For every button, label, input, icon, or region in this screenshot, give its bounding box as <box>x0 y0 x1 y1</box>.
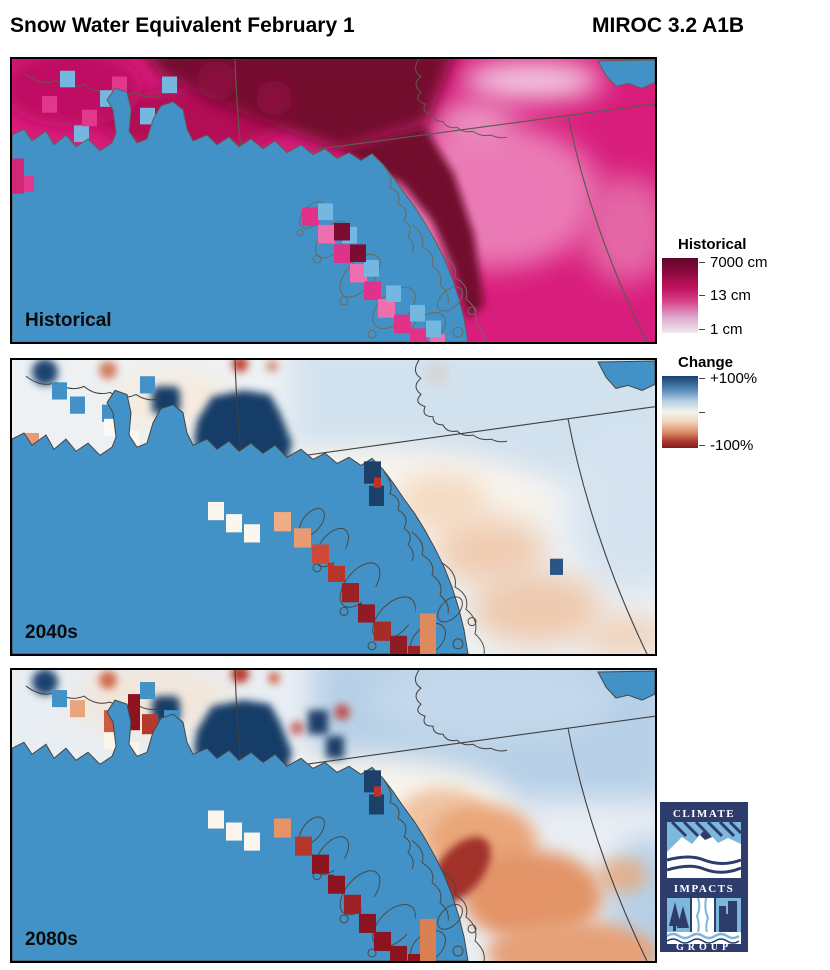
logo-mountains <box>667 829 741 852</box>
logo-sky-hatching <box>670 820 743 838</box>
panel-label-2040s: 2040s <box>25 622 78 643</box>
tick-mark <box>699 378 705 379</box>
legend-tick-max: 7000 cm <box>710 254 768 271</box>
logo-field-furrows <box>666 855 742 874</box>
legend-change: Change +100% -100% <box>658 354 830 454</box>
map-panel-historical: Historical <box>10 57 657 344</box>
legend-change-min: -100% <box>710 437 754 454</box>
logo-mountain-shadow <box>700 829 712 840</box>
tick-mark <box>699 262 705 263</box>
map-2040s <box>12 360 655 654</box>
logo-waves <box>666 932 740 944</box>
change2040-panhandle-cells <box>208 461 563 654</box>
legend-change-colorbar <box>662 376 698 448</box>
legend-historical: Historical 7000 cm 13 cm 1 cm <box>658 236 830 338</box>
map-historical <box>12 59 655 342</box>
tick-mark <box>699 445 705 446</box>
figure-title: Snow Water Equivalent February 1 <box>10 14 355 37</box>
legend-tick-mid: 13 cm <box>710 287 751 304</box>
tick-mark <box>699 412 705 413</box>
legend-historical-title: Historical <box>678 236 747 253</box>
panel-label-2080s: 2080s <box>25 929 78 950</box>
model-label: MIROC 3.2 A1B <box>592 14 745 37</box>
panel-label-historical: Historical <box>25 310 112 331</box>
logo-trees <box>669 902 689 931</box>
logo-buildings <box>719 901 737 932</box>
legend-change-max: +100% <box>710 370 758 387</box>
legend-change-title: Change <box>678 354 734 371</box>
logo-waterfall <box>692 898 714 932</box>
logo-word-impacts: IMPACTS <box>674 883 734 895</box>
map-panel-2040s: 2040s <box>10 358 657 656</box>
legend-tick-min: 1 cm <box>710 321 743 338</box>
logo-word-climate: CLIMATE <box>673 808 735 820</box>
historical-panhandle-cells <box>12 158 445 342</box>
logo-word-group: GROUP <box>676 942 732 952</box>
tick-mark <box>699 295 705 296</box>
logo-fields <box>667 852 741 878</box>
map-panel-2080s: 2080s <box>10 668 657 963</box>
tick-mark <box>699 329 705 330</box>
climate-impacts-group-logo: CLIMATE IMPACTS GROUP <box>660 802 748 952</box>
change2080-panhandle-cells <box>208 770 436 961</box>
map-2080s <box>12 670 655 961</box>
logo-waterfall-streaks <box>695 897 710 933</box>
legend-historical-colorbar <box>662 258 698 333</box>
